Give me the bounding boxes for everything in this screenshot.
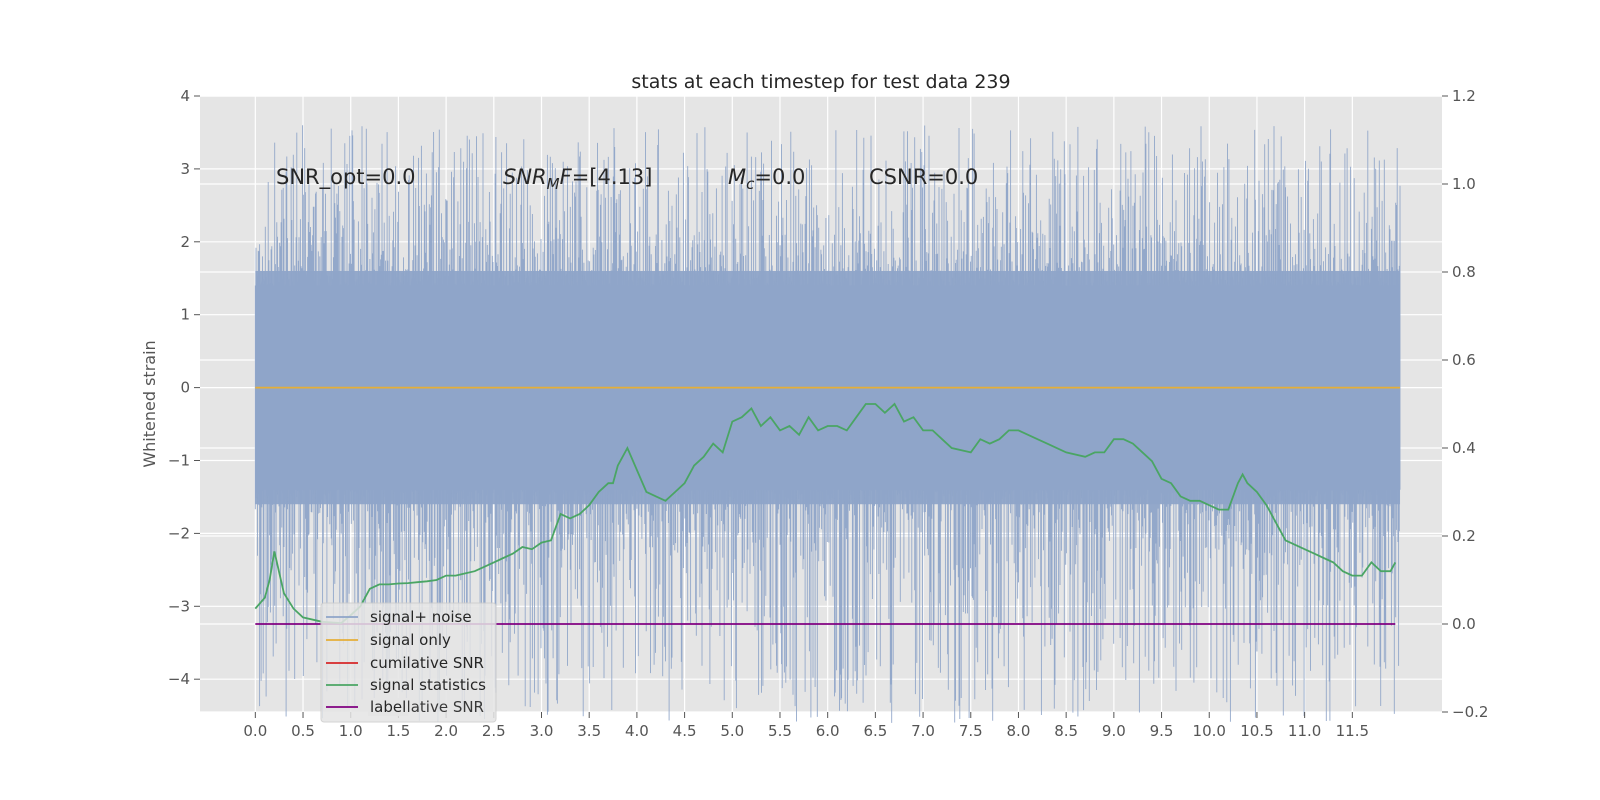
x-tick-label: 5.0 (720, 722, 744, 740)
x-tick-label: 10.0 (1193, 722, 1226, 740)
right-tick-label: 0.2 (1452, 527, 1476, 545)
x-tick-label: 6.5 (863, 722, 887, 740)
left-tick-label: 2 (180, 233, 190, 251)
left-tick-label: −1 (168, 451, 190, 469)
left-tick-label: 4 (180, 87, 190, 105)
signal-statistics-line (254, 402, 1397, 625)
legend-label: signal+ noise (370, 608, 472, 626)
noise-spikes (254, 125, 1401, 723)
left-tick-label: −4 (168, 670, 190, 688)
annotation-text: CSNR=0.0 (869, 165, 978, 189)
right-y-axis: −0.2 0.0 0.2 0.4 0.6 0.8 1.0 1.2 (1442, 87, 1488, 721)
annotation-text: SNRMF=[4.13] (503, 165, 652, 193)
legend-label: cumilative SNR (370, 654, 484, 672)
legend-label: label (370, 698, 406, 716)
annotation-text: Mc=0.0 (728, 165, 805, 193)
x-tick-label: 1.0 (339, 722, 363, 740)
legend: signal+ noise signal only cumilative SNR si… (320, 602, 497, 723)
right-tick-label: 0.0 (1452, 615, 1476, 633)
legend-label: signal statistics (370, 676, 486, 694)
legend-box (320, 602, 497, 723)
right-tick-label: 0.6 (1452, 351, 1476, 369)
x-tick-label: 0.0 (243, 722, 267, 740)
legend-label-backdrop (368, 698, 408, 716)
left-tick-label: 0 (180, 379, 190, 397)
x-tick-label: 6.0 (816, 722, 840, 740)
x-tick-label: 8.5 (1054, 722, 1078, 740)
x-tick-label: 9.5 (1150, 722, 1174, 740)
left-tick-label: −3 (168, 597, 190, 615)
chart-title: stats at each timestep for test data 239 (631, 71, 1010, 93)
right-tick-label: −0.2 (1452, 703, 1488, 721)
left-tick-label: 3 (180, 160, 190, 178)
x-tick-label: 1.5 (386, 722, 410, 740)
left-tick-label: −2 (168, 524, 190, 542)
x-tick-label: 5.5 (768, 722, 792, 740)
left-tick-label: 1 (180, 306, 190, 324)
legend-label: signal only (370, 631, 451, 649)
annotation-text: SNR_opt=0.0 (276, 165, 416, 190)
right-tick-label: 1.0 (1452, 175, 1476, 193)
x-tick-label: 0.5 (291, 722, 315, 740)
right-tick-label: 0.8 (1452, 263, 1476, 281)
annotations: SNR_opt=0.0 SNRMF=[4.13] Mc=0.0 CSNR=0.0 (276, 165, 978, 193)
x-tick-label: 3.0 (530, 722, 554, 740)
x-axis: 0.0 0.5 1.0 1.5 2.0 2.5 3.0 3.5 4.0 4.5 5.0 5.5 6.0 6… (243, 712, 1369, 740)
x-tick-label: 3.5 (577, 722, 601, 740)
x-tick-label: 7.0 (911, 722, 935, 740)
x-tick-label: 10.5 (1240, 722, 1273, 740)
x-tick-label: 9.0 (1102, 722, 1126, 740)
right-tick-label: 1.2 (1452, 87, 1476, 105)
x-tick-label: 8.0 (1007, 722, 1031, 740)
x-tick-label: 2.0 (434, 722, 458, 740)
y-axis-title: Whitened strain (140, 340, 159, 467)
x-tick-label: 2.5 (482, 722, 506, 740)
left-y-axis: −4 −3 −2 −1 0 1 2 3 4 (168, 87, 200, 688)
x-tick-label: 11.0 (1288, 722, 1321, 740)
x-tick-label: 7.5 (959, 722, 983, 740)
x-tick-label: 4.5 (673, 722, 697, 740)
x-tick-label: 4.0 (625, 722, 649, 740)
x-tick-label: 11.5 (1336, 722, 1369, 740)
right-tick-label: 0.4 (1452, 439, 1476, 457)
